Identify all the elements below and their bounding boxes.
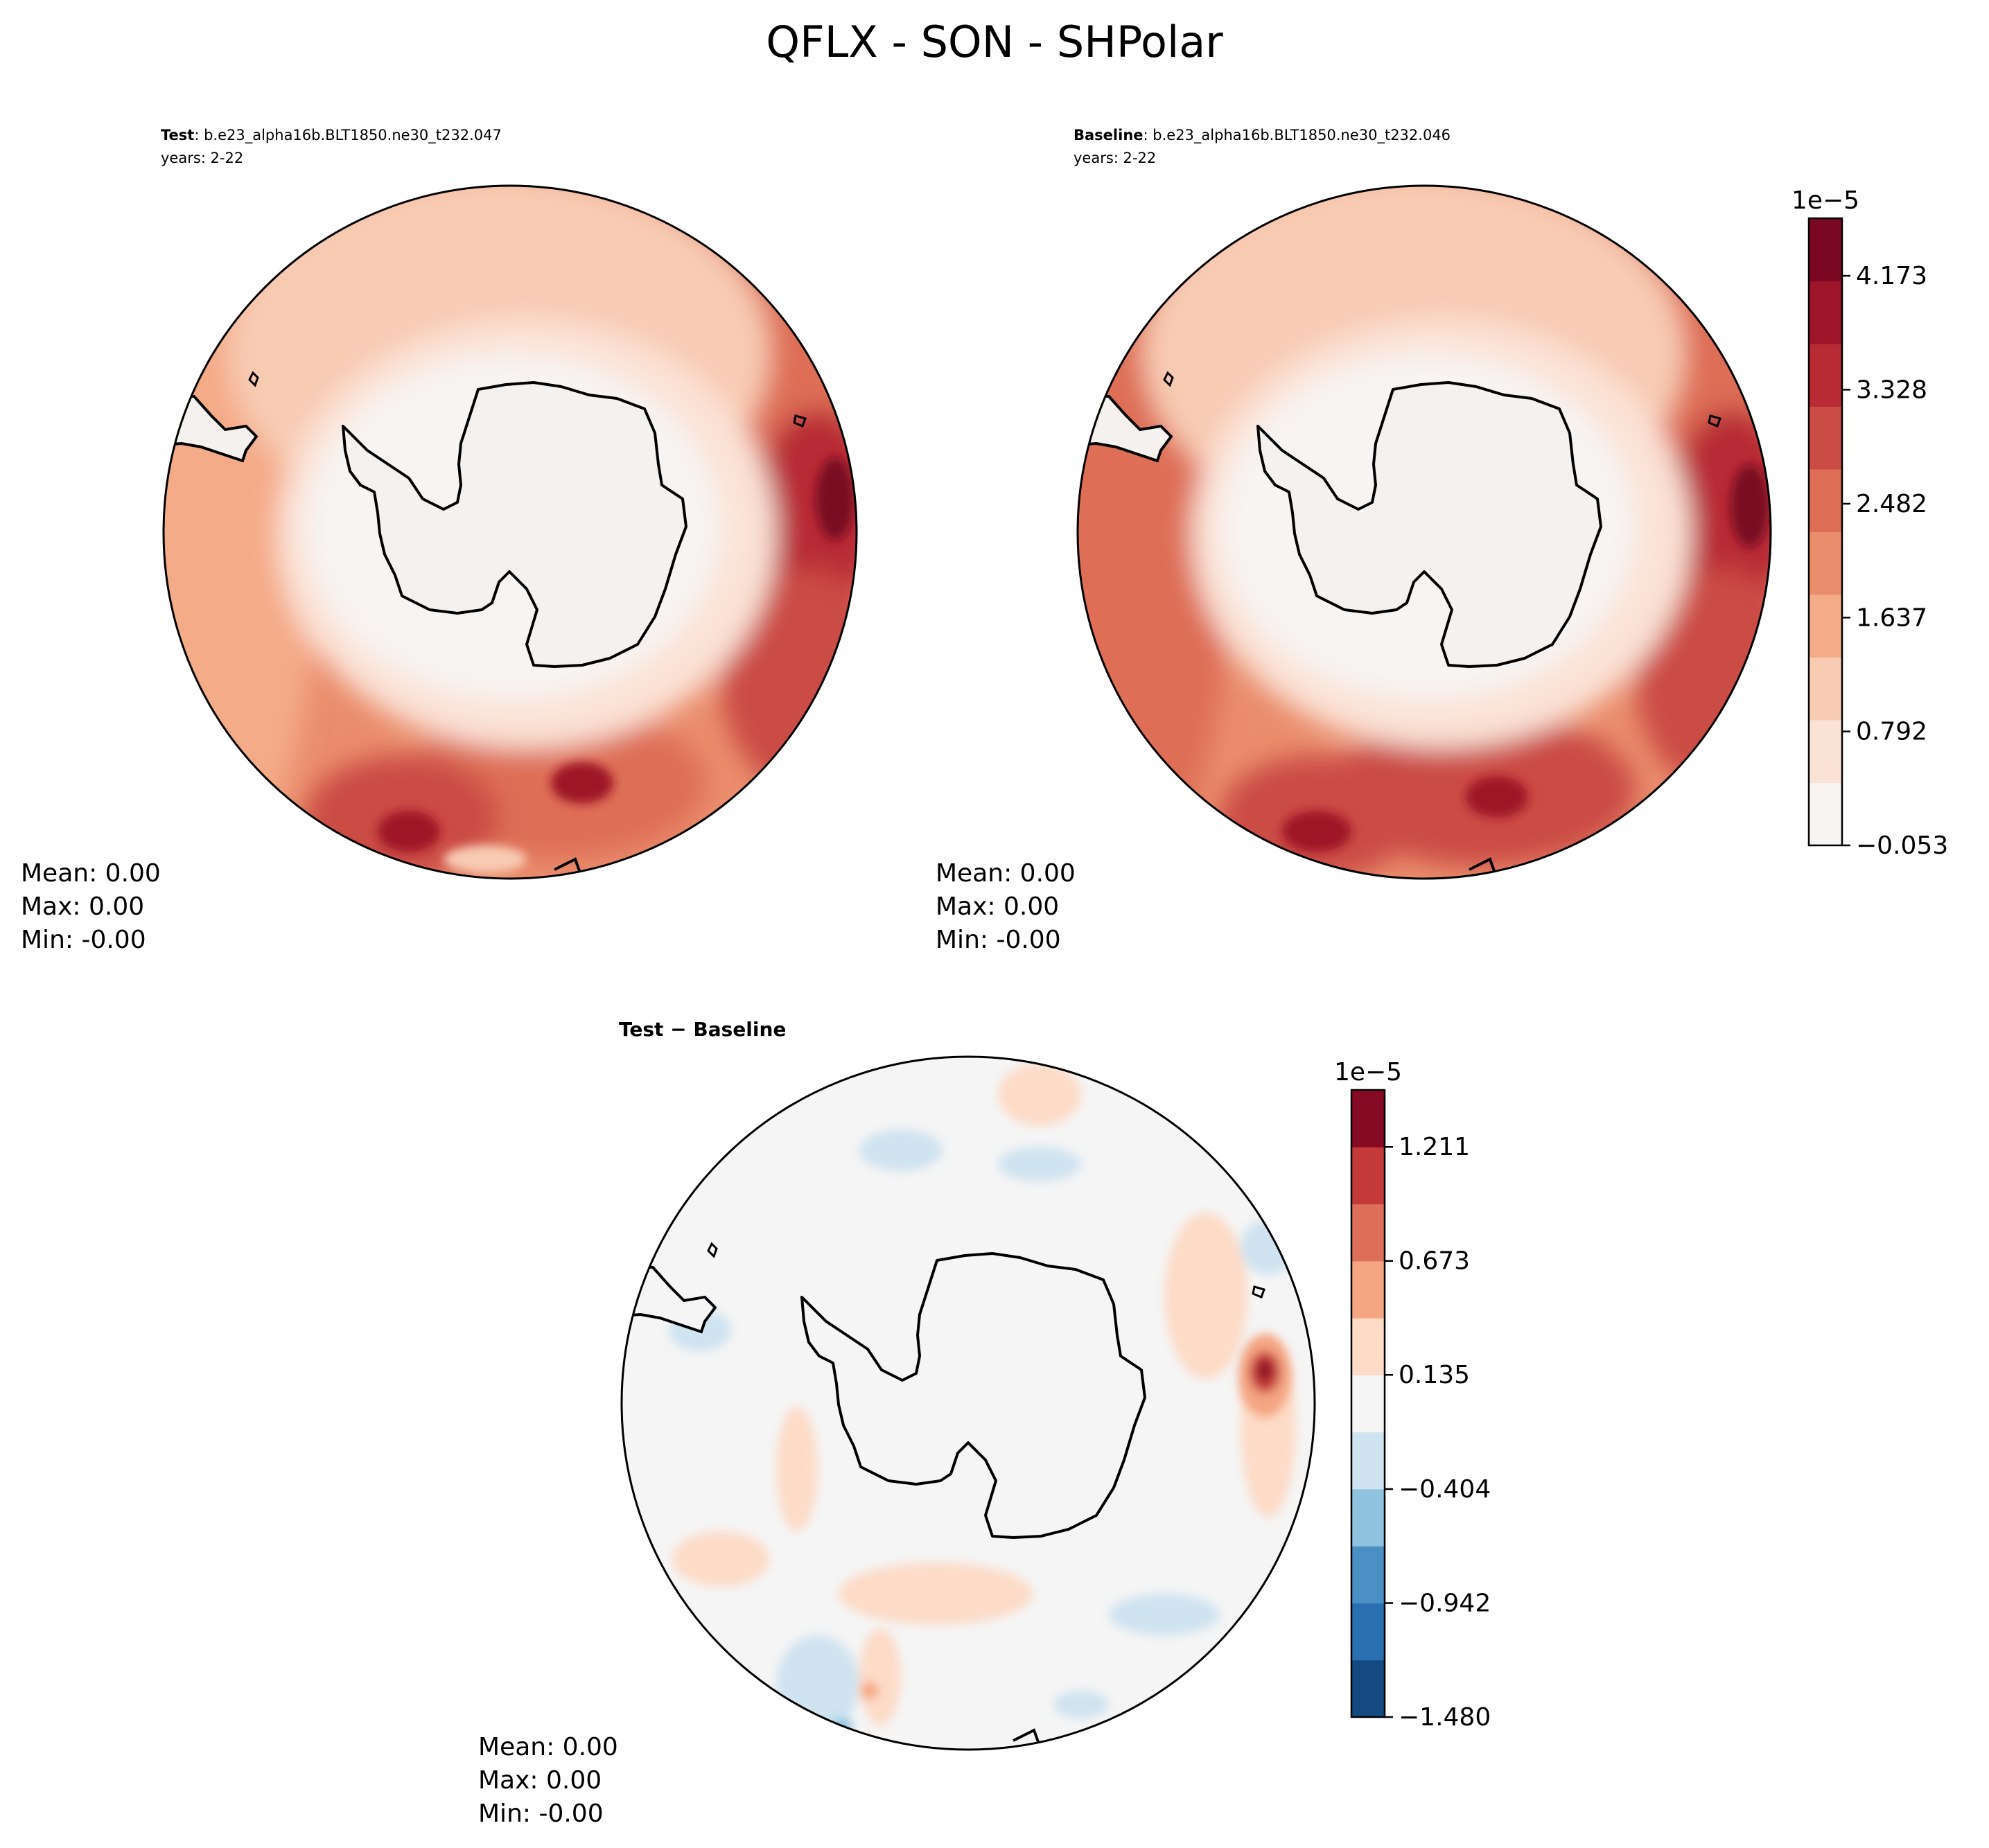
test-label-case: : b.e23_alpha16b.BLT1850.ne30_t232.047 [194, 127, 502, 144]
baseline-colorbar-tick-label: 2.482 [1856, 490, 1927, 518]
difference-map-boundary [620, 1055, 1316, 1751]
difference-colorbar-segment [1351, 1260, 1385, 1319]
difference-colorbar-tick-label: 0.673 [1399, 1247, 1470, 1276]
baseline-colorbar-segment [1809, 531, 1842, 595]
baseline-label-bold: Baseline [1074, 127, 1144, 143]
baseline-colorbar-tick-label: 3.328 [1856, 376, 1927, 404]
figure-title: QFLX - SON - SHPolar [766, 17, 1223, 67]
test-label-bold: Test [161, 127, 194, 143]
test-stat-min: Min: -0.00 [21, 926, 146, 954]
difference-panel: Test − Baseline [478, 1018, 1491, 1828]
baseline-colorbar-segment [1809, 218, 1842, 281]
baseline-colorbar-tick-label: 4.173 [1856, 262, 1927, 290]
difference-colorbar-segment [1351, 1488, 1385, 1547]
baseline-colorbar-segment [1809, 469, 1842, 532]
difference-map [622, 1057, 1315, 1750]
difference-stats: Mean: 0.00 Max: 0.00 Min: -0.00 [478, 1733, 618, 1828]
baseline-south-america-coast [1078, 393, 1173, 463]
difference-colorbar-segment [1351, 1546, 1385, 1603]
difference-colorbar-tick-label: 0.135 [1399, 1361, 1470, 1389]
difference-stat-min: Min: -0.00 [478, 1799, 604, 1828]
difference-colorbar-segment [1351, 1603, 1385, 1661]
baseline-years: years: 2-22 [1074, 150, 1156, 166]
test-years: years: 2-22 [161, 150, 243, 166]
difference-colorbar-segment [1351, 1147, 1385, 1205]
difference-colorbar-frame [1350, 1089, 1386, 1718]
difference-colorbar: −1.480 −0.942 −0.404 0.135 0.673 1.211 1e−5 [1334, 1058, 1491, 1732]
baseline-colorbar-tick-label: 1.637 [1856, 604, 1927, 632]
difference-colorbar-segment [1351, 1090, 1385, 1147]
test-panel-label: Test: b.e23_alpha16b.BLT1850.ne30_t232.0… [161, 127, 502, 144]
baseline-label-case: : b.e23_alpha16b.BLT1850.ne30_t232.046 [1144, 127, 1451, 144]
baseline-panel-label: Baseline: b.e23_alpha16b.BLT1850.ne30_t2… [1074, 127, 1451, 144]
difference-stat-max: Max: 0.00 [478, 1766, 602, 1795]
test-stats: Mean: 0.00 Max: 0.00 Min: -0.00 [21, 859, 161, 954]
baseline-colorbar-frame [1807, 217, 1843, 847]
difference-south-america-coast [622, 1264, 717, 1334]
difference-colorbar-tick-label: −1.480 [1399, 1703, 1491, 1732]
baseline-colorbar-segment [1809, 344, 1842, 407]
difference-colorbar-segment [1351, 1375, 1385, 1433]
baseline-stats: Mean: 0.00 Max: 0.00 Min: -0.00 [936, 859, 1076, 954]
difference-colorbar-segment [1351, 1660, 1385, 1718]
difference-colorbar-tick-label: −0.942 [1399, 1590, 1491, 1618]
test-panel: Test: b.e23_alpha16b.BLT1850.ne30_t232.0… [21, 127, 858, 954]
baseline-antarctica-coast [1256, 381, 1602, 668]
baseline-stat-max: Max: 0.00 [936, 892, 1059, 921]
baseline-colorbar-segment [1809, 281, 1842, 344]
baseline-map [1078, 186, 1771, 879]
baseline-stat-min: Min: -0.00 [936, 926, 1061, 954]
difference-colorbar-segment [1351, 1318, 1385, 1375]
baseline-colorbar-tick-label: 0.792 [1856, 718, 1927, 746]
baseline-colorbar-segment [1809, 406, 1842, 470]
test-south-america-coast [164, 393, 259, 463]
baseline-colorbar-exponent: 1e−5 [1791, 186, 1859, 215]
baseline-panel: Baseline: b.e23_alpha16b.BLT1850.ne30_t2… [936, 127, 1948, 954]
baseline-colorbar-segment [1809, 782, 1842, 846]
test-antarctica-coast [342, 381, 687, 668]
difference-colorbar-tick-label: −0.404 [1399, 1475, 1491, 1504]
difference-antarctica-coast [800, 1252, 1146, 1539]
baseline-colorbar-segment [1809, 657, 1842, 721]
difference-colorbar-segment [1351, 1204, 1385, 1262]
difference-panel-label: Test − Baseline [619, 1018, 786, 1041]
baseline-stat-mean: Mean: 0.00 [936, 859, 1076, 888]
baseline-colorbar-segment [1809, 595, 1842, 658]
test-map-boundary [162, 184, 858, 880]
difference-colorbar-tick-label: 1.211 [1399, 1133, 1470, 1161]
baseline-map-boundary [1076, 184, 1772, 880]
baseline-colorbar-segment [1809, 720, 1842, 783]
test-stat-max: Max: 0.00 [21, 892, 144, 921]
difference-colorbar-exponent: 1e−5 [1334, 1058, 1402, 1086]
test-map [164, 186, 857, 879]
difference-stat-mean: Mean: 0.00 [478, 1733, 618, 1761]
baseline-colorbar: −0.053 0.792 1.637 2.482 3.328 4.173 1e−5 [1791, 186, 1948, 860]
baseline-colorbar-tick-label: −0.053 [1856, 831, 1948, 860]
test-stat-mean: Mean: 0.00 [21, 859, 161, 888]
difference-colorbar-segment [1351, 1432, 1385, 1490]
